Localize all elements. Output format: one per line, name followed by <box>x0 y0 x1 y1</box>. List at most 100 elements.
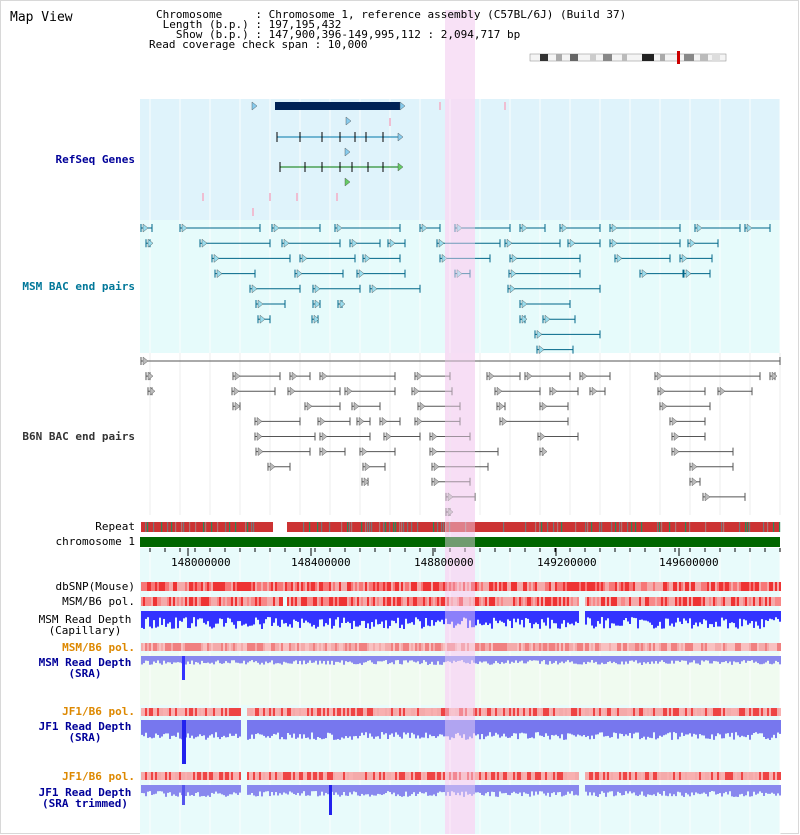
heatmap-cell <box>487 708 489 716</box>
heatmap-cell <box>619 597 621 606</box>
axis-tick-label: 148800000 <box>414 556 474 569</box>
heatmap-cell <box>439 772 441 780</box>
heatmap-cell <box>287 772 289 780</box>
heatmap-cell <box>497 597 499 606</box>
bac-end-arrow <box>301 253 308 263</box>
depth-bar <box>675 611 677 623</box>
depth-bar <box>607 720 609 736</box>
heatmap-cell <box>589 772 591 780</box>
depth-bar <box>683 720 685 736</box>
msm-depth-sra-label[interactable]: MSM Read Depth (SRA) <box>38 656 132 680</box>
repeat-element <box>779 522 781 532</box>
heatmap-cell <box>681 597 683 606</box>
jf1-b6-pol-label-1[interactable]: JF1/B6 pol. <box>62 705 135 718</box>
depth-bar <box>663 720 665 736</box>
heatmap-cell <box>399 582 401 591</box>
heatmap-cell <box>239 643 241 651</box>
heatmap-cell <box>453 582 455 591</box>
heatmap-cell <box>413 582 415 591</box>
chromosome-bar <box>140 537 780 547</box>
depth-bar <box>227 720 229 738</box>
msm-b6-pol-label-2[interactable]: MSM/B6 pol. <box>62 641 135 654</box>
heatmap-cell <box>421 582 423 591</box>
heatmap-cell <box>343 643 345 651</box>
jf1-b6-pol-label-2[interactable]: JF1/B6 pol. <box>62 770 135 783</box>
msm-bac-label[interactable]: MSM BAC end pairs <box>22 280 135 293</box>
msm-depth-capillary-label[interactable]: MSM Read Depth (Capillary) <box>38 613 132 637</box>
heatmap-cell <box>559 708 561 716</box>
heatmap-cell <box>247 708 249 716</box>
heatmap-cell <box>405 643 407 651</box>
b6n-bac-label[interactable]: B6N BAC end pairs <box>22 430 135 443</box>
heatmap-cell <box>627 643 629 651</box>
heatmap-cell <box>605 643 607 651</box>
heatmap-cell <box>523 643 525 651</box>
depth-bar <box>483 656 485 662</box>
heatmap-cell <box>401 597 403 606</box>
depth-bar <box>329 656 331 665</box>
heatmap-cell <box>171 708 173 716</box>
depth-bar <box>543 611 545 623</box>
depth-bar <box>385 720 387 734</box>
depth-bar <box>613 720 615 733</box>
dbsnp-label[interactable]: dbSNP(Mouse) <box>55 580 135 593</box>
heatmap-cell <box>323 772 325 780</box>
repeat-element <box>433 522 435 532</box>
heatmap-cell <box>635 643 637 651</box>
repeat-label[interactable]: Repeat <box>95 520 135 533</box>
bac-end-arrow <box>541 401 548 411</box>
repeat-element <box>181 522 183 532</box>
depth-bar <box>143 656 145 664</box>
msm-b6-pol-label-1[interactable]: MSM/B6 pol. <box>62 595 135 608</box>
heatmap-cell <box>397 772 399 780</box>
heatmap-cell <box>559 597 561 606</box>
heatmap-cell <box>763 643 765 651</box>
depth-bar <box>373 611 375 627</box>
jf1-depth-trimmed-label[interactable]: JF1 Read Depth (SRA trimmed) <box>38 786 132 810</box>
depth-bar <box>343 720 345 739</box>
depth-bar <box>421 656 423 664</box>
depth-bar <box>627 656 629 664</box>
depth-bar <box>315 720 317 740</box>
heatmap-cell <box>499 708 501 716</box>
heatmap-cell <box>585 772 587 780</box>
repeat-element <box>225 522 227 532</box>
depth-bar <box>595 656 597 662</box>
heatmap-cell <box>423 597 425 606</box>
depth-bar <box>681 656 683 661</box>
depth-bar <box>751 785 753 797</box>
depth-bar <box>603 611 605 629</box>
heatmap-cell <box>621 582 623 591</box>
heatmap-cell <box>333 582 335 591</box>
repeat-element <box>153 522 155 532</box>
heatmap-cell <box>177 582 179 591</box>
heatmap-cell <box>677 597 679 606</box>
depth-bar <box>405 720 407 735</box>
heatmap-cell <box>461 708 463 716</box>
depth-bar <box>653 656 655 664</box>
depth-bar <box>487 611 489 626</box>
heatmap-cell <box>717 582 719 591</box>
depth-bar <box>709 656 711 664</box>
depth-bar <box>353 785 355 792</box>
heatmap-cell <box>455 582 457 591</box>
depth-bar <box>287 720 289 734</box>
heatmap-cell <box>693 582 695 591</box>
heatmap-cell <box>465 643 467 651</box>
chromosome-label[interactable]: chromosome 1 <box>55 535 135 548</box>
depth-bar <box>355 656 357 665</box>
heatmap-cell <box>167 597 169 606</box>
bac-end-arrow <box>521 223 528 233</box>
heatmap-cell <box>437 643 439 651</box>
depth-bar <box>625 785 627 792</box>
jf1-depth-sra-label[interactable]: JF1 Read Depth (SRA) <box>38 720 132 744</box>
depth-bar <box>773 611 775 621</box>
heatmap-cell <box>427 772 429 780</box>
depth-bar <box>611 720 613 738</box>
depth-bar <box>553 785 555 793</box>
heatmap-cell <box>477 772 479 780</box>
depth-bar <box>601 656 603 663</box>
depth-bar <box>151 720 153 739</box>
repeat-element <box>723 522 725 532</box>
refseq-genes-label[interactable]: RefSeq Genes <box>55 153 135 166</box>
